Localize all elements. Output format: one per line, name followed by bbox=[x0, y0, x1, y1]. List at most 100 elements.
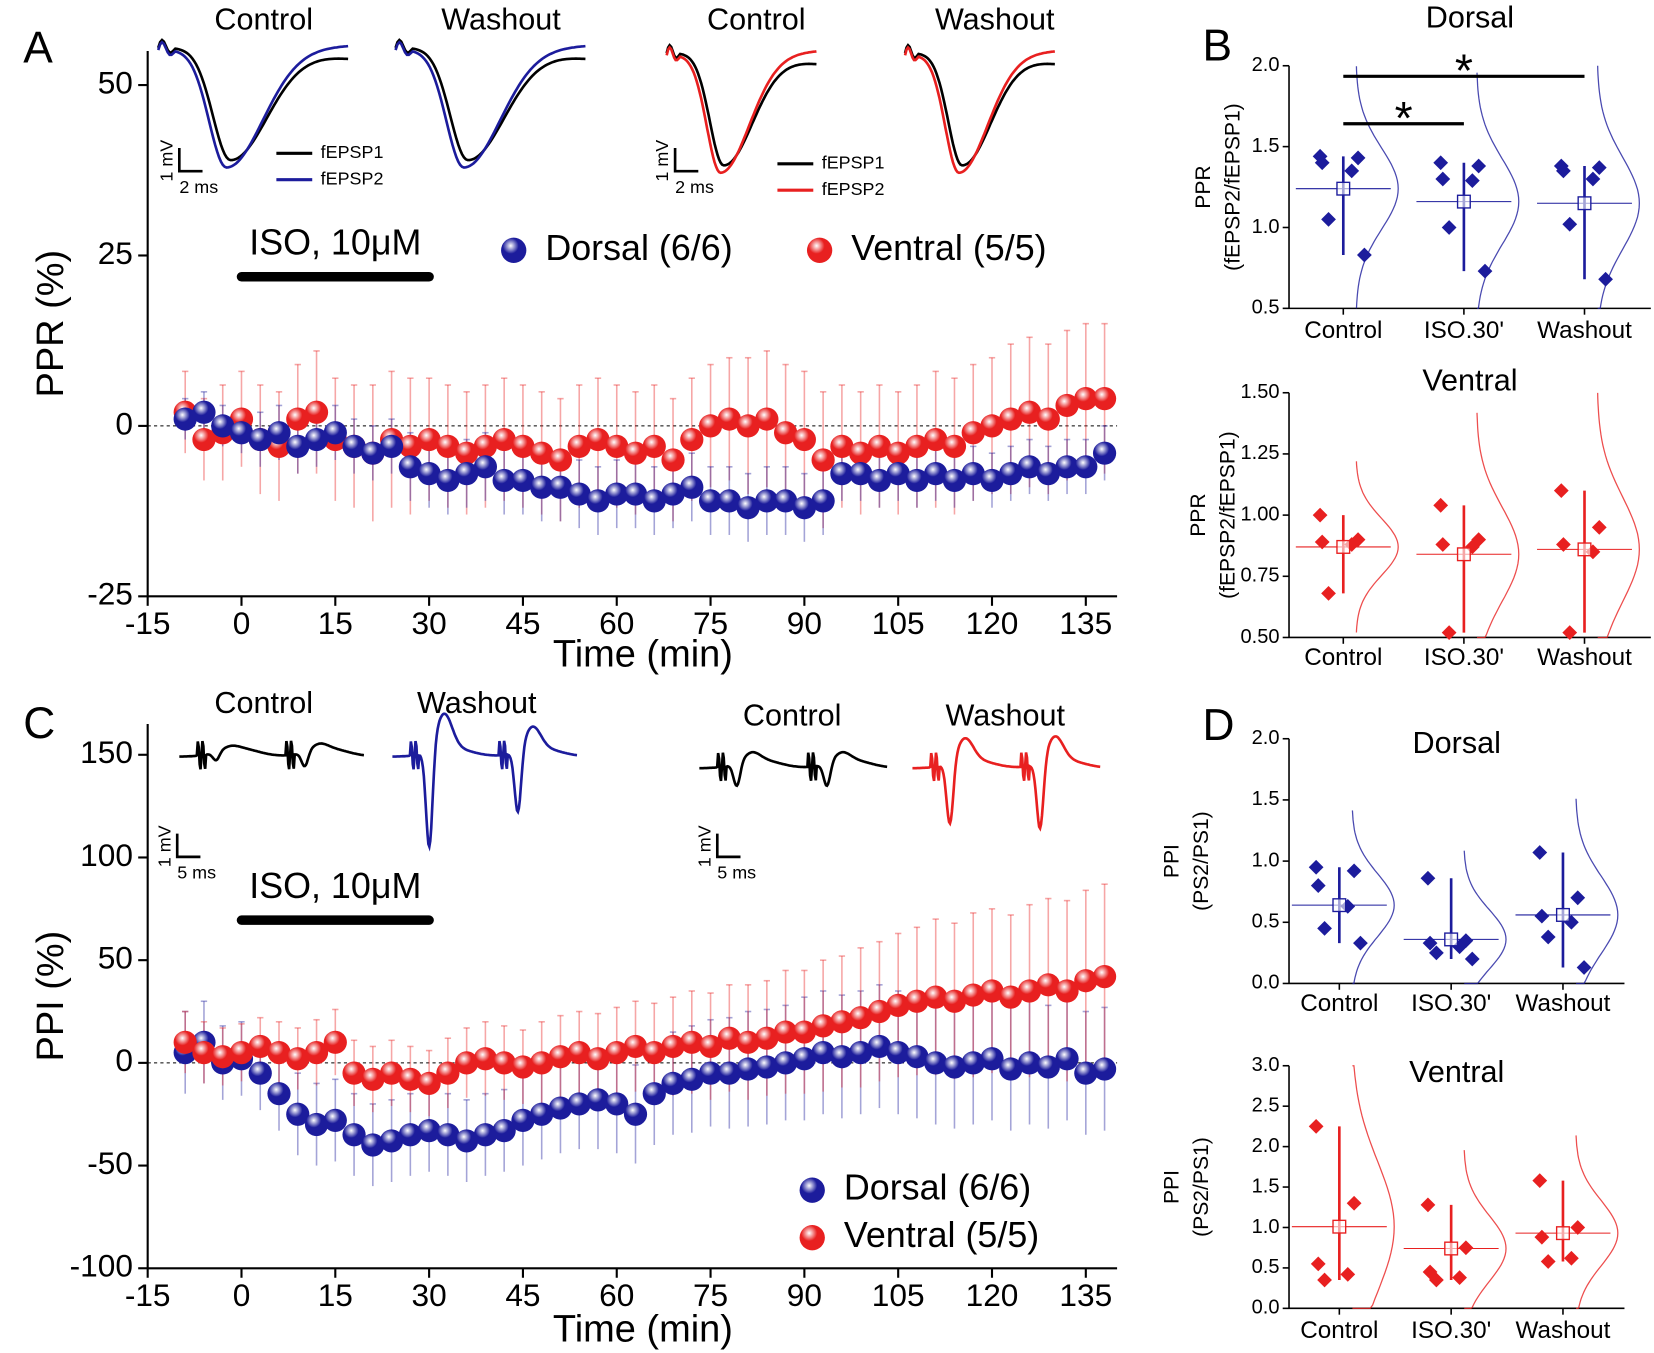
data-point bbox=[811, 1040, 835, 1065]
data-point bbox=[1441, 220, 1457, 235]
data-point bbox=[1564, 1250, 1579, 1266]
data-point bbox=[1420, 870, 1436, 886]
data-point bbox=[342, 1123, 366, 1147]
legend-label: Ventral (5/5) bbox=[851, 228, 1046, 268]
legend-label: fEPSP1 bbox=[822, 153, 885, 173]
data-point bbox=[755, 407, 779, 431]
x-tick-label: Control bbox=[1304, 644, 1382, 671]
data-point bbox=[774, 489, 798, 513]
data-point bbox=[1435, 171, 1451, 187]
data-point bbox=[1350, 150, 1366, 166]
data-point bbox=[548, 1096, 573, 1120]
data-point bbox=[886, 462, 910, 486]
data-point bbox=[286, 407, 310, 431]
data-point bbox=[605, 1040, 629, 1065]
scale-label: 2 ms bbox=[675, 177, 714, 197]
x-tick-label: Washout bbox=[1516, 990, 1611, 1017]
y-tick-label: 2.5 bbox=[1252, 1094, 1280, 1116]
data-point bbox=[1540, 929, 1556, 945]
data-point bbox=[511, 434, 535, 458]
data-point bbox=[698, 414, 723, 438]
data-point bbox=[961, 462, 985, 486]
data-point bbox=[586, 427, 610, 452]
data-point bbox=[924, 1051, 948, 1075]
data-point bbox=[323, 421, 347, 445]
y-axis-title: PPR (%) bbox=[30, 250, 72, 398]
trace bbox=[394, 40, 586, 169]
data-point bbox=[1591, 519, 1607, 535]
distribution-curve bbox=[1351, 810, 1395, 985]
data-point bbox=[623, 1034, 648, 1059]
data-point bbox=[548, 448, 573, 472]
x-tick-label: 75 bbox=[693, 605, 728, 641]
distribution-curve bbox=[1476, 72, 1520, 309]
data-point bbox=[886, 441, 910, 465]
x-tick-label: 60 bbox=[599, 605, 634, 641]
data-point bbox=[267, 1040, 291, 1065]
data-point bbox=[642, 1040, 666, 1065]
data-point bbox=[680, 1067, 704, 1091]
y-axis-title: PPI bbox=[1161, 1170, 1184, 1204]
data-point bbox=[511, 1108, 535, 1132]
y-tick-label: 0.0 bbox=[1252, 1297, 1280, 1319]
data-point bbox=[1429, 1272, 1444, 1288]
x-tick-label: 105 bbox=[872, 1277, 925, 1313]
legend-marker bbox=[799, 1225, 825, 1251]
trace bbox=[179, 740, 365, 770]
data-point bbox=[605, 482, 629, 506]
data-point bbox=[1017, 979, 1042, 1003]
data-point bbox=[1553, 483, 1569, 499]
data-point bbox=[849, 462, 873, 486]
scale-label: 2 ms bbox=[179, 177, 218, 197]
data-point bbox=[1598, 271, 1613, 287]
data-point bbox=[924, 427, 948, 452]
scale-label: 1 mV bbox=[694, 825, 714, 867]
trace bbox=[903, 45, 1056, 175]
x-tick-label: 15 bbox=[318, 1277, 353, 1313]
data-point bbox=[211, 1045, 235, 1069]
panel-letter: B bbox=[1203, 22, 1233, 71]
data-point bbox=[530, 1102, 554, 1126]
data-point bbox=[267, 1082, 291, 1106]
y-tick-label: 0.0 bbox=[1252, 972, 1280, 994]
data-point bbox=[342, 434, 366, 458]
y-tick-label: 1.00 bbox=[1241, 503, 1280, 525]
distribution-curve bbox=[1352, 1065, 1395, 1309]
data-point bbox=[342, 1061, 366, 1085]
x-tick-label: Washout bbox=[1516, 1317, 1611, 1344]
data-point bbox=[398, 455, 422, 479]
data-point bbox=[1471, 158, 1487, 174]
trace bbox=[392, 712, 578, 852]
data-point bbox=[942, 1055, 967, 1079]
y-tick-label: 2.0 bbox=[1252, 1135, 1280, 1157]
inset-title: Washout bbox=[441, 3, 561, 37]
y-axis-title: (fEPSP2/fEPSP1) bbox=[1216, 431, 1239, 599]
data-point bbox=[379, 434, 404, 458]
y-tick-label: 1.50 bbox=[1241, 381, 1280, 403]
chart-title: Dorsal bbox=[1426, 0, 1514, 34]
y-tick-label: -100 bbox=[70, 1248, 133, 1284]
trace bbox=[156, 40, 349, 169]
data-point bbox=[323, 1030, 347, 1054]
data-point bbox=[1534, 1229, 1550, 1245]
data-point bbox=[548, 475, 573, 499]
data-point bbox=[1092, 1057, 1117, 1081]
legend-label: Dorsal (6/6) bbox=[545, 228, 732, 268]
data-point bbox=[1310, 878, 1326, 893]
data-point bbox=[792, 496, 816, 520]
data-point bbox=[1591, 160, 1607, 176]
y-axis-title: (PS2/PS1) bbox=[1190, 811, 1213, 911]
data-point bbox=[1310, 1256, 1326, 1272]
data-point bbox=[605, 434, 629, 458]
data-point bbox=[792, 1047, 816, 1071]
data-point bbox=[698, 1061, 723, 1085]
data-point bbox=[173, 407, 197, 431]
data-point bbox=[942, 468, 967, 493]
y-axis-title: PPI bbox=[1161, 844, 1184, 878]
data-point bbox=[379, 1061, 404, 1085]
x-tick-label: ISO.30' bbox=[1411, 990, 1491, 1017]
legend-label: Dorsal (6/6) bbox=[844, 1168, 1031, 1208]
data-point bbox=[924, 985, 948, 1009]
data-point bbox=[530, 475, 554, 499]
